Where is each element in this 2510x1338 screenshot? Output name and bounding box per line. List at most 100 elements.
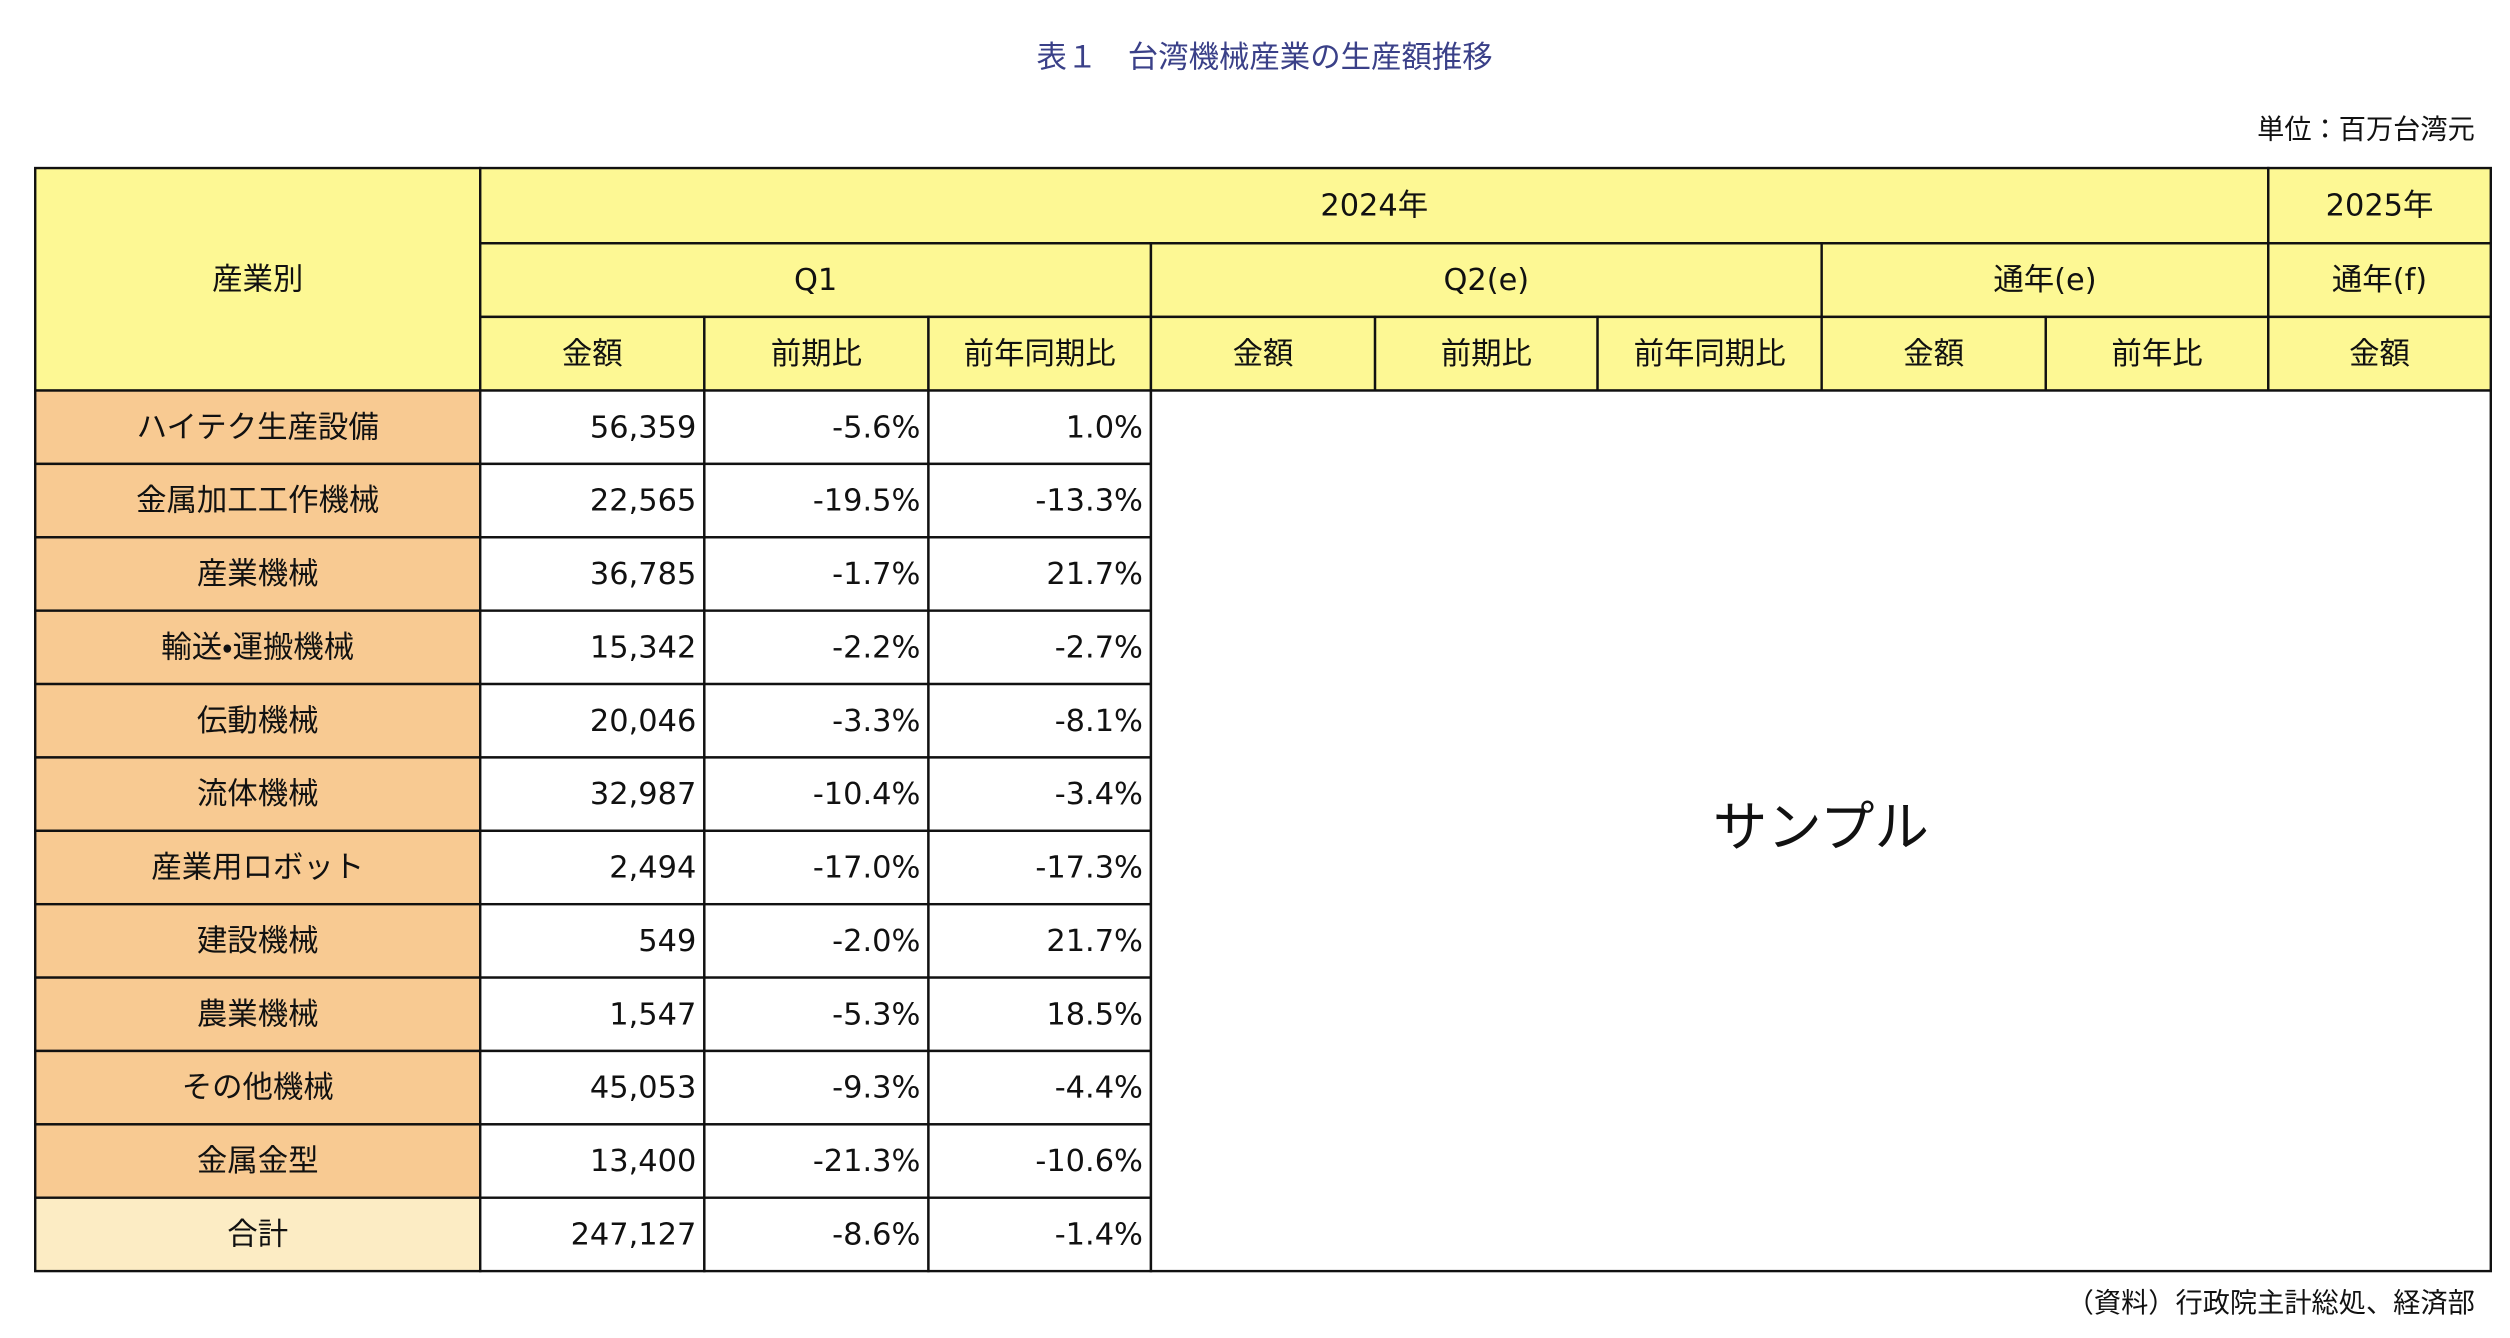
value: 1.0% [1066,410,1143,445]
value: 32,987 [590,777,696,812]
value: 1,547 [609,997,696,1032]
value-cell [703,1049,930,1126]
period-header-cell [1820,242,2270,319]
value-cell [927,902,1153,979]
value: -17.3% [1035,851,1143,886]
value-cell [479,462,706,539]
column-header-cell [2267,315,2492,392]
value: -5.3% [832,997,920,1032]
year-header-cell [2267,166,2492,245]
column-header-cell [1820,315,2047,392]
value: -2.7% [1055,630,1143,665]
value-cell [703,536,930,612]
value-cell [703,609,930,686]
value: 18.5% [1046,997,1143,1032]
row-label-cell [34,1049,482,1126]
row-label: 農業機械 [197,997,319,1032]
period-header: Q1 [794,263,837,298]
row-label: 合計 [227,1218,288,1253]
value: 247,127 [571,1218,697,1253]
row-header: 産業別 [212,262,303,297]
column-header: 前期比 [1441,337,1532,372]
value-cell [703,902,930,979]
row-label-cell [34,976,482,1053]
column-header-cell [479,315,706,392]
value: -1.7% [832,557,920,592]
row-label-cell [34,1196,482,1273]
row-label: 流体機械 [197,777,319,812]
value-cell [479,1196,706,1273]
value: -1.4% [1055,1218,1143,1253]
column-header-cell [927,315,1153,392]
row-label: 金属金型 [197,1144,319,1179]
row-header-cell [34,166,482,392]
value: 21.7% [1046,557,1143,592]
row-label-cell [34,536,482,612]
column-header: 金額 [1233,337,1294,372]
value: 2,494 [609,851,696,886]
value-cell [703,462,930,539]
value-cell [703,976,930,1053]
row-label: 金属加工工作機械 [136,484,379,519]
period-header: 通年(f) [2332,263,2427,298]
column-header: 前年比 [2111,337,2202,372]
value: -8.1% [1055,704,1143,739]
row-label-cell [34,756,482,833]
value-cell [479,902,706,979]
column-header-cell [1373,315,1599,392]
value: 22,565 [590,484,696,519]
row-label: 伝動機械 [197,704,319,739]
value: -8.6% [832,1218,920,1253]
column-header: 前年同期比 [1634,337,1786,372]
value: 13,400 [590,1144,696,1179]
value: -10.4% [813,777,921,812]
value: -2.0% [832,924,920,959]
empty-area [1149,389,2492,1273]
value: 15,342 [590,630,696,665]
value-cell [479,976,706,1053]
year-header: 2025年 [2326,189,2434,224]
value: -9.3% [832,1071,920,1106]
value: 549 [638,924,696,959]
source-note: （資料）行政院主計総処、経済部 [2067,1288,2475,1319]
value: -19.5% [813,484,921,519]
row-label-cell [34,902,482,979]
column-header: 前年同期比 [964,337,1116,372]
value: 56,359 [590,410,696,445]
year-header-cell [479,166,2270,245]
value-cell [927,682,1153,759]
value-cell [927,1049,1153,1126]
value-cell [927,756,1153,833]
column-header: 金額 [2349,337,2410,372]
period-header: Q2(e) [1443,263,1529,298]
value: 20,046 [590,704,696,739]
value: -17.0% [813,851,921,886]
value-cell [703,389,930,466]
period-header: 通年(e) [1993,263,2096,298]
value-cell [479,1049,706,1126]
value: -3.3% [832,704,920,739]
value-cell [927,389,1153,466]
row-label: 輸送・運搬機械 [161,630,354,665]
table-title: 表１ 台湾機械産業の生産額推移 [1037,41,1493,76]
value: -3.4% [1055,777,1143,812]
row-label-cell [34,609,482,686]
row-label: ハイテク生産設備 [137,410,379,445]
row-label: その他機械 [182,1071,334,1106]
column-header: 金額 [562,337,623,372]
column-header: 前期比 [771,337,862,372]
row-label-cell [34,462,482,539]
value: -21.3% [813,1144,921,1179]
value: -2.2% [832,630,920,665]
column-header: 金額 [1903,337,1964,372]
value: 45,053 [590,1071,696,1106]
value-cell [927,536,1153,612]
value: -13.3% [1035,484,1143,519]
row-label: 産業用ロボット [151,851,364,886]
value-cell [703,1123,930,1199]
value-cell [927,1196,1153,1273]
value-cell [703,829,930,906]
row-label-cell [34,389,482,466]
